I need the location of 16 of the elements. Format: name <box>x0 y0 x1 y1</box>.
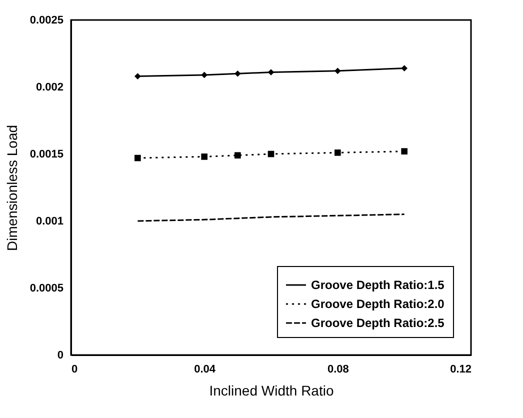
x-tick-label: 0.08 <box>327 364 349 376</box>
line-series <box>136 214 406 222</box>
legend-label: Groove Depth Ratio:2.0 <box>311 297 445 311</box>
legend-label: Groove Depth Ratio:2.5 <box>311 316 445 330</box>
y-axis-title: Dimensionless Load <box>4 124 20 252</box>
y-tick-label: 0.002 <box>36 82 64 94</box>
x-tick-label: 0 <box>72 364 78 376</box>
y-tick-label: 0.0015 <box>30 148 64 160</box>
y-tick-label: 0.001 <box>36 216 64 228</box>
y-tick-label: 0.0025 <box>30 14 64 26</box>
x-axis-title: Inclined Width Ratio <box>209 382 334 398</box>
x-tick-label: 0.04 <box>194 364 216 376</box>
x-tick-label: 0.12 <box>450 364 472 376</box>
legend-label: Groove Depth Ratio:1.5 <box>311 278 445 292</box>
y-tick-label: 0.0005 <box>30 282 64 294</box>
y-tick-label: 0 <box>57 350 64 362</box>
